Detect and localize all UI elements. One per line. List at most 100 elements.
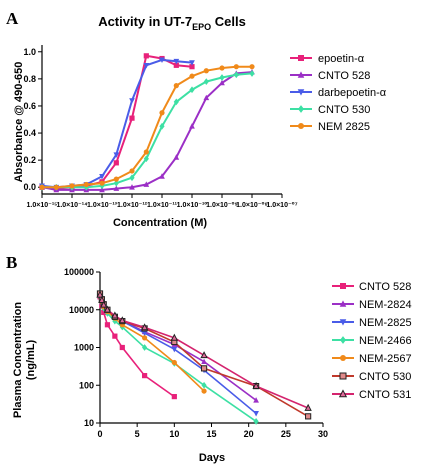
panel-a-data-point <box>159 122 165 130</box>
panel-b-x-axis-label: Days <box>199 452 225 464</box>
panel-a-legend-marker <box>297 89 305 96</box>
panel-a-data-point <box>189 64 195 70</box>
panel-a-data-point <box>189 86 195 94</box>
panel-a-data-point <box>219 74 225 81</box>
panel-a-data-point <box>143 149 149 155</box>
panel-a-data-point <box>249 64 255 70</box>
panel-b-legend-marker <box>340 355 346 361</box>
panel-b-data-point <box>201 388 207 394</box>
panel-a-data-point <box>159 57 165 64</box>
panel-b-data-point <box>304 403 312 411</box>
panel-a-data-point <box>203 78 209 85</box>
panel-b-letter: B <box>6 253 17 272</box>
panel-b-data-point <box>200 351 208 359</box>
panel-b-data-point <box>171 346 178 353</box>
panel-b-data-point <box>305 413 312 420</box>
panel-a-data-point <box>129 174 135 182</box>
panel-a-data-point <box>113 176 119 182</box>
panel-a-data-point <box>189 73 195 79</box>
panel-b-data-point <box>142 335 148 341</box>
panel-b-data-point <box>200 365 208 372</box>
panel-a-data-point <box>129 168 135 174</box>
panel-a-legend-marker <box>298 55 304 61</box>
panel-a-x-tick-label: 1.0×10⁻¹⁵ <box>27 202 58 209</box>
panel-b-legend-marker <box>338 389 348 398</box>
panel-a-data-point <box>173 62 179 68</box>
panel-a-y-tick-label: 1.0 <box>23 47 36 57</box>
panel-a-x-tick-label: 1.0×10⁻¹³ <box>87 202 118 209</box>
panel-b-data-point <box>171 359 177 366</box>
panel-a-data-point <box>39 184 45 190</box>
panel-b-legend-label: CNTO 530 <box>359 371 411 383</box>
panel-a-series-line <box>41 58 193 189</box>
panel-a-legend-marker <box>298 105 304 113</box>
panel-a-data-point <box>99 180 105 186</box>
panel-a-data-point <box>53 184 59 190</box>
panel-a-data-point <box>203 68 209 74</box>
panel-b-legend-marker <box>340 336 346 344</box>
panel-b-data-point <box>112 317 118 325</box>
panel-b-legend-marker <box>339 300 347 307</box>
panel-a-title-suffix: Cells <box>211 14 246 29</box>
panel-a-data-point <box>173 154 180 160</box>
panel-b-legend-label: NEM-2824 <box>359 299 412 311</box>
panel-a-data-point <box>219 65 225 71</box>
panel-a-y-tick-label: 0.0 <box>23 182 36 192</box>
panel-b-axes: 10 100 1000 10000 100000 0 5 10 15 20 25 30 <box>64 267 328 439</box>
panel-b-data-point <box>100 300 108 308</box>
panel-b-series <box>96 290 312 425</box>
panel-a-data-point <box>189 123 195 129</box>
panel-b-data-point <box>118 316 126 324</box>
panel-a-data-point <box>143 62 150 69</box>
panel-a-data-point <box>233 64 239 70</box>
panel-b-legend-marker <box>340 283 346 289</box>
panel-a-data-point <box>249 70 255 77</box>
panel-b-data-point <box>101 309 107 316</box>
panel-b-data-point <box>142 373 148 379</box>
panel-b-legend-marker <box>339 372 347 380</box>
panel-a-data-point <box>189 60 195 66</box>
panel-b-legend: CNTO 528 NEM-2824 NEM-2825 NEM-2466 NEM-2567… <box>332 281 412 401</box>
panel-b-data-point <box>170 333 179 341</box>
panel-a-y-tick-label: 0.8 <box>23 74 36 84</box>
panel-b-data-point <box>104 322 111 328</box>
panel-a-y-tick-label: 0.4 <box>23 128 36 138</box>
panel-a-series-line <box>41 54 193 190</box>
panel-b-data-point <box>171 394 177 400</box>
panel-b-data-point <box>252 381 260 389</box>
panel-a-data-point <box>233 71 239 79</box>
panel-a-data-point <box>159 110 165 116</box>
panel-a-data-point <box>113 179 119 187</box>
panel-a-x-tick-label: 1.0×10⁻⁰⁹ <box>206 201 238 209</box>
panel-b-y-tick-label: 100 <box>79 380 94 390</box>
panel-a-data-point <box>69 183 75 189</box>
panel-b-legend-marker <box>339 319 347 326</box>
panel-b-y-tick-label: 1000 <box>74 343 94 353</box>
panel-a-data-point <box>99 182 105 190</box>
panel-b-x-tick-label: 25 <box>281 429 291 439</box>
panel-b-y-tick-label: 100000 <box>64 267 94 277</box>
panel-a-data-point <box>173 98 179 106</box>
panel-b-data-point <box>119 344 125 351</box>
panel-a-axes: 0.00.20.40.60.81.01.0×10⁻¹⁵1.0×10⁻¹⁴ 1.0×… <box>23 45 298 209</box>
panel-a-x-tick-label: 1.0×10⁻⁰⁷ <box>266 201 297 209</box>
panel-a-y-tick-label: 0.6 <box>23 101 36 111</box>
panel-b-data-point <box>142 344 148 351</box>
panel-a-data-point <box>173 58 180 65</box>
panel-a-data-point <box>159 173 165 179</box>
panel-b-data-point <box>201 381 207 389</box>
panel-b-legend-label: CNTO 528 <box>359 281 411 293</box>
panel-a-y-tick-label: 0.2 <box>23 155 36 165</box>
panel-a-data-point <box>143 181 150 187</box>
panel-a-series-line <box>42 72 253 189</box>
panel-b-y-tick-label: 10000 <box>69 305 94 315</box>
panel-a-x-axis-label: Concentration (M) <box>113 217 207 229</box>
panel-b-data-point <box>253 397 259 403</box>
panel-a-data-point <box>129 184 135 190</box>
panel-a-legend: epoetin-α CNTO 528 darbepoetin-α CNTO 530 NE… <box>290 53 387 133</box>
panel-a-x-tick-label: 1.0×10⁻⁰⁸ <box>236 201 268 209</box>
panel-b-y-axis-label-line2: (ng/mL) <box>25 340 37 381</box>
panel-a-data-point <box>143 53 149 59</box>
panel-b-y-tick-label: 10 <box>84 418 94 428</box>
panel-a-title-subscript: EPO <box>192 22 211 32</box>
